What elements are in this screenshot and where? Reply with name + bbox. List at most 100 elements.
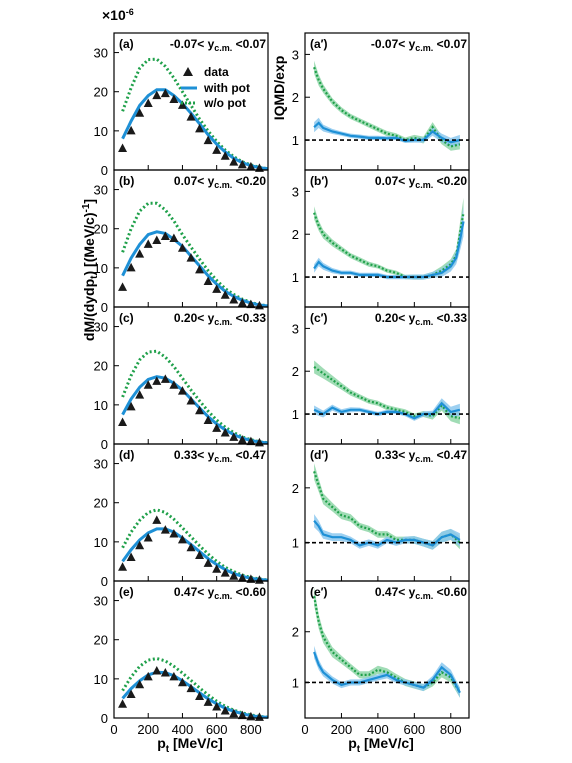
with-pot-ratio-line [313, 651, 461, 694]
data-point [195, 123, 205, 133]
rapidity-range-label: 0.20< yc.m. <0.33 [174, 311, 266, 327]
y-tick-label: 2 [292, 90, 299, 105]
data-point [118, 562, 128, 571]
data-point [195, 691, 205, 700]
y-tick-label: 0 [101, 574, 108, 589]
data-point [246, 299, 256, 309]
data-point [160, 525, 170, 534]
data-point [160, 88, 170, 98]
data-point [126, 689, 136, 699]
rapidity-range-label: 0.47< yc.m. <0.60 [174, 585, 266, 601]
exponent-label: ×10-6 [102, 7, 134, 23]
data-point [118, 699, 128, 708]
data-point [186, 112, 196, 121]
ratio-panel-2: 1 2 3 (b′) 0.07< yc.m. <0.20 [292, 174, 469, 307]
left-y-axis-label: dM/(dydpt) [(MeV/c)-1] [81, 199, 100, 341]
data-point [177, 386, 187, 395]
data-point [177, 534, 187, 544]
spectra-panel-4: 0 10 20 30 (d) 0.33< yc.m. <0.47 [94, 448, 269, 589]
with-pot-series-line [121, 527, 269, 582]
rapidity-range-label: 0.07< yc.m. <0.20 [174, 174, 266, 190]
data-point [246, 436, 256, 446]
with-pot-ratio-line [313, 401, 461, 420]
panel-tag: (d) [119, 448, 134, 462]
data-point [160, 231, 170, 241]
data-point [195, 405, 205, 415]
panel-tag: (b′) [310, 174, 328, 188]
data-point [177, 100, 187, 109]
data-point [126, 552, 136, 562]
data-point [169, 94, 179, 104]
panel-tag: (c) [119, 311, 134, 325]
rapidity-range-label: -0.07< yc.m. <0.07 [371, 37, 467, 53]
ratio-frame [304, 443, 470, 582]
panel-tag: (c′) [310, 311, 328, 325]
data-point [152, 90, 162, 100]
y-tick-label: 1 [292, 536, 299, 551]
y-tick-label: 0 [101, 711, 108, 726]
wo-pot-ratio-line [313, 366, 461, 420]
y-tick-label: 10 [94, 124, 108, 139]
spectra-frame [113, 169, 269, 308]
with-pot-series-line [121, 88, 269, 171]
data-point [143, 380, 153, 389]
x-tick-label: 400 [172, 722, 194, 737]
data-point [186, 395, 196, 405]
with-pot-error-band [314, 206, 464, 280]
ratio-panel-1: 1 2 3 (a′) -0.07< yc.m. <0.07 [292, 37, 469, 170]
spectra-frame [113, 580, 269, 719]
data-point [212, 702, 222, 711]
wo-pot-ratio-line [313, 596, 461, 694]
spectra-panel-2: 0 10 20 30 (b) 0.07< yc.m. <0.20 [94, 174, 269, 315]
legend-wo-pot-label: w/o pot [203, 96, 246, 110]
x-tick-label: 200 [331, 722, 353, 737]
with-pot-series-line [121, 375, 269, 445]
ratio-frame [304, 32, 470, 171]
y-tick-label: 3 [292, 47, 299, 62]
data-point [177, 243, 187, 252]
legend: data with pot w/o pot [181, 65, 250, 110]
y-tick-label: 10 [94, 398, 108, 413]
with-pot-series-line [121, 230, 269, 308]
data-point [135, 679, 145, 689]
y-tick-label: 1 [292, 675, 299, 690]
spectra-panel-5: 0 10 20 30 0 200 400 600 800 (e) 0.47< yc.m. <0.60 [94, 585, 269, 737]
data-point [135, 249, 145, 258]
data-point [152, 666, 162, 675]
with-pot-ratio-line [313, 121, 461, 144]
wo-pot-error-band [314, 197, 464, 280]
wo-pot-ratio-line [313, 212, 465, 279]
x-tick-label: 800 [240, 722, 262, 737]
data-point [212, 284, 222, 293]
y-tick-label: 30 [94, 457, 108, 472]
data-point [118, 417, 128, 426]
data-point [186, 542, 196, 552]
data-point [160, 374, 170, 383]
data-point [203, 697, 213, 706]
panel-tag: (e) [119, 585, 134, 599]
y-tick-label: 10 [94, 535, 108, 550]
spectra-panel-3: 0 10 20 30 (c) 0.20< yc.m. <0.33 [94, 311, 269, 452]
legend-data-marker [183, 67, 193, 76]
data-point [254, 712, 264, 721]
y-tick-label: 1 [292, 407, 299, 422]
y-tick-label: 30 [94, 183, 108, 198]
spectra-frame [113, 443, 269, 582]
data-point [220, 428, 230, 437]
rapidity-range-label: 0.20< yc.m. <0.33 [375, 311, 467, 327]
y-tick-label: 10 [94, 672, 108, 687]
ratio-panel-5: 1 2 0 200 400 600 800 (e′) 0.47< yc.m. <0.60 [292, 585, 469, 737]
data-point [135, 540, 145, 550]
data-point [169, 233, 179, 242]
data-point [143, 671, 153, 681]
y-tick-label: 20 [94, 359, 108, 374]
wo-pot-series-line [121, 508, 269, 582]
y-tick-label: 2 [292, 227, 299, 242]
y-tick-label: 0 [101, 300, 108, 315]
data-point [135, 108, 145, 117]
wo-pot-series-line [121, 656, 269, 719]
data-point [203, 135, 213, 145]
data-point [220, 705, 230, 715]
data-point [237, 435, 247, 444]
